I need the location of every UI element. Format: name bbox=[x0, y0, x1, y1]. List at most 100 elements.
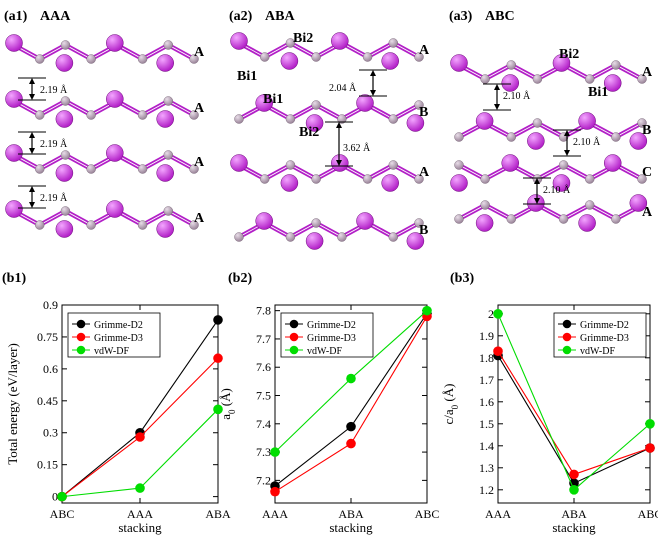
y-tick-label: 1.2 bbox=[479, 483, 494, 497]
p-atom bbox=[454, 160, 464, 170]
bi-atom bbox=[106, 90, 124, 108]
data-point bbox=[213, 315, 223, 325]
y-tick-label: 7.5 bbox=[256, 389, 271, 403]
p-atom bbox=[60, 206, 71, 216]
bi-atom bbox=[230, 32, 248, 50]
x-tick-label: AAA bbox=[262, 507, 288, 521]
distance-label: 2.19 Å bbox=[40, 84, 68, 96]
legend-label: Grimme-D3 bbox=[580, 333, 629, 344]
atom-layer bbox=[5, 34, 199, 72]
p-atom bbox=[260, 174, 270, 184]
x-axis-label: stacking bbox=[329, 520, 373, 535]
legend-label: vdW-DF bbox=[580, 346, 615, 357]
y-axis-label: Total energy (eV/layer) bbox=[5, 343, 20, 465]
p-atom bbox=[35, 164, 45, 174]
p-atom bbox=[285, 232, 296, 242]
legend-label: Grimme-D3 bbox=[94, 333, 143, 344]
y-tick-label: 7.6 bbox=[256, 360, 271, 374]
y-tick-label: 0.6 bbox=[43, 362, 58, 376]
panel-stack-label: ABC bbox=[485, 9, 515, 24]
legend-marker bbox=[289, 319, 299, 329]
data-point bbox=[645, 443, 655, 453]
bi-atom bbox=[305, 232, 324, 250]
legend-marker bbox=[289, 332, 299, 342]
panel-title: (a2) bbox=[229, 9, 253, 24]
data-point bbox=[493, 346, 503, 357]
legend-marker bbox=[76, 319, 86, 329]
p-atom bbox=[189, 110, 199, 120]
layer-label: C bbox=[642, 165, 652, 180]
legend-label: Grimme-D2 bbox=[94, 320, 143, 331]
layer-label: A bbox=[419, 43, 430, 58]
arrow-head bbox=[564, 130, 570, 136]
x-tick-label: AAA bbox=[127, 507, 153, 521]
p-atom bbox=[480, 74, 490, 84]
bi-atom bbox=[450, 54, 468, 72]
legend-label: vdW-DF bbox=[307, 346, 342, 357]
y-tick-label: 2 bbox=[488, 307, 494, 321]
data-point bbox=[57, 491, 67, 502]
bi-atom bbox=[255, 212, 273, 230]
distance-arrow bbox=[553, 129, 581, 157]
atom-layer bbox=[5, 90, 199, 128]
legend-marker bbox=[76, 332, 86, 342]
p-atom bbox=[414, 52, 424, 62]
bi-atom bbox=[156, 54, 174, 72]
data-point bbox=[346, 421, 356, 432]
y-axis-label: c/a0 (Å) bbox=[441, 384, 460, 425]
atom-layer bbox=[234, 212, 425, 250]
p-atom bbox=[388, 114, 398, 124]
data-point bbox=[493, 309, 503, 319]
p-atom bbox=[414, 218, 424, 228]
p-atom bbox=[234, 114, 244, 124]
series-line-grimme-d3 bbox=[61, 357, 219, 498]
p-atom bbox=[611, 132, 621, 142]
data-point bbox=[645, 419, 655, 429]
data-point bbox=[135, 432, 145, 442]
x-tick-label: ABC bbox=[638, 507, 658, 521]
p-atom bbox=[362, 52, 373, 62]
panel-title: (a3) bbox=[449, 9, 473, 24]
p-atom bbox=[285, 38, 296, 48]
arrow-head bbox=[494, 104, 500, 110]
layer-label: A bbox=[194, 211, 205, 226]
bi-atom bbox=[406, 232, 425, 250]
bi-atom bbox=[381, 174, 399, 192]
data-point bbox=[135, 483, 145, 493]
p-atom bbox=[480, 174, 490, 184]
panel-stack-label: ABA bbox=[265, 9, 295, 24]
data-point bbox=[213, 404, 223, 415]
bi-atom bbox=[527, 194, 545, 212]
p-atom bbox=[311, 52, 321, 62]
bi-atom bbox=[255, 94, 273, 112]
distance-label: 2.19 Å bbox=[40, 138, 68, 150]
arrow-head bbox=[29, 132, 35, 138]
legend-marker bbox=[562, 332, 572, 342]
p-atom bbox=[454, 214, 464, 224]
y-tick-label: 0.45 bbox=[37, 394, 58, 408]
p-atom bbox=[86, 220, 96, 230]
legend-label: Grimme-D3 bbox=[307, 333, 356, 344]
p-atom bbox=[414, 174, 424, 184]
distance-label: 2.10 Å bbox=[503, 90, 531, 102]
bi-atom bbox=[55, 54, 74, 72]
layer-label: B bbox=[419, 105, 428, 120]
p-atom bbox=[163, 40, 173, 50]
bi-atom bbox=[156, 110, 174, 128]
atom-layer bbox=[454, 194, 648, 232]
bi-atom bbox=[475, 112, 494, 130]
distance-arrow bbox=[359, 69, 387, 97]
arrow-head bbox=[336, 160, 342, 166]
atom-layer bbox=[454, 112, 648, 150]
legend-marker bbox=[562, 319, 572, 329]
arrow-head bbox=[370, 90, 376, 96]
p-atom bbox=[585, 174, 595, 184]
chart-panel-title: (b1) bbox=[2, 271, 26, 286]
bi-atom bbox=[5, 144, 23, 162]
x-tick-label: ABC bbox=[415, 507, 440, 521]
distance-label: 3.62 Å bbox=[343, 142, 371, 154]
panel-stack-label: AAA bbox=[40, 9, 71, 24]
layer-label: A bbox=[642, 65, 653, 80]
bi-atom bbox=[280, 174, 299, 192]
